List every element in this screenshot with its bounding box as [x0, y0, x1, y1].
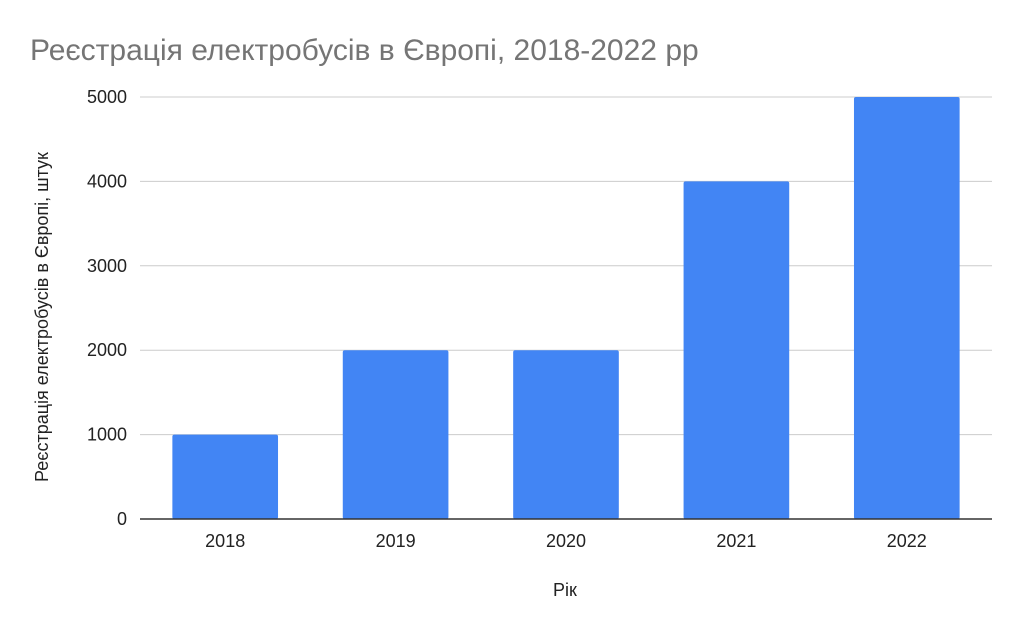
gridlines: [140, 96, 992, 436]
x-tick-label: 2020: [546, 531, 586, 551]
x-tick-label: 2022: [887, 531, 927, 551]
bar-2022: [853, 97, 960, 519]
y-axis-label: Реєстрація електробусів в Європі, штук: [32, 152, 52, 482]
bar-2020: [513, 350, 619, 519]
y-tick-label: 5000: [87, 87, 127, 107]
y-tick-label: 2000: [87, 340, 127, 360]
y-tick-label: 4000: [87, 171, 127, 191]
bars: [172, 97, 960, 519]
x-tick-label: 2019: [376, 531, 416, 551]
y-axis-ticks: 0 1000 2000 3000 4000 5000: [87, 87, 127, 529]
x-axis-label: Рік: [553, 580, 577, 600]
bar-2019: [342, 350, 449, 519]
y-tick-label: 3000: [87, 256, 127, 276]
x-tick-label: 2018: [205, 531, 245, 551]
y-tick-label: 1000: [87, 425, 127, 445]
bar-2021: [683, 181, 790, 519]
x-tick-label: 2021: [716, 531, 756, 551]
chart-title: Реєстрація електробусів в Європі, 2018-2…: [30, 34, 699, 67]
y-tick-label: 0: [117, 509, 127, 529]
bar-2018: [172, 434, 279, 519]
x-axis-ticks: 2018 2019 2020 2021 2022: [205, 531, 927, 551]
